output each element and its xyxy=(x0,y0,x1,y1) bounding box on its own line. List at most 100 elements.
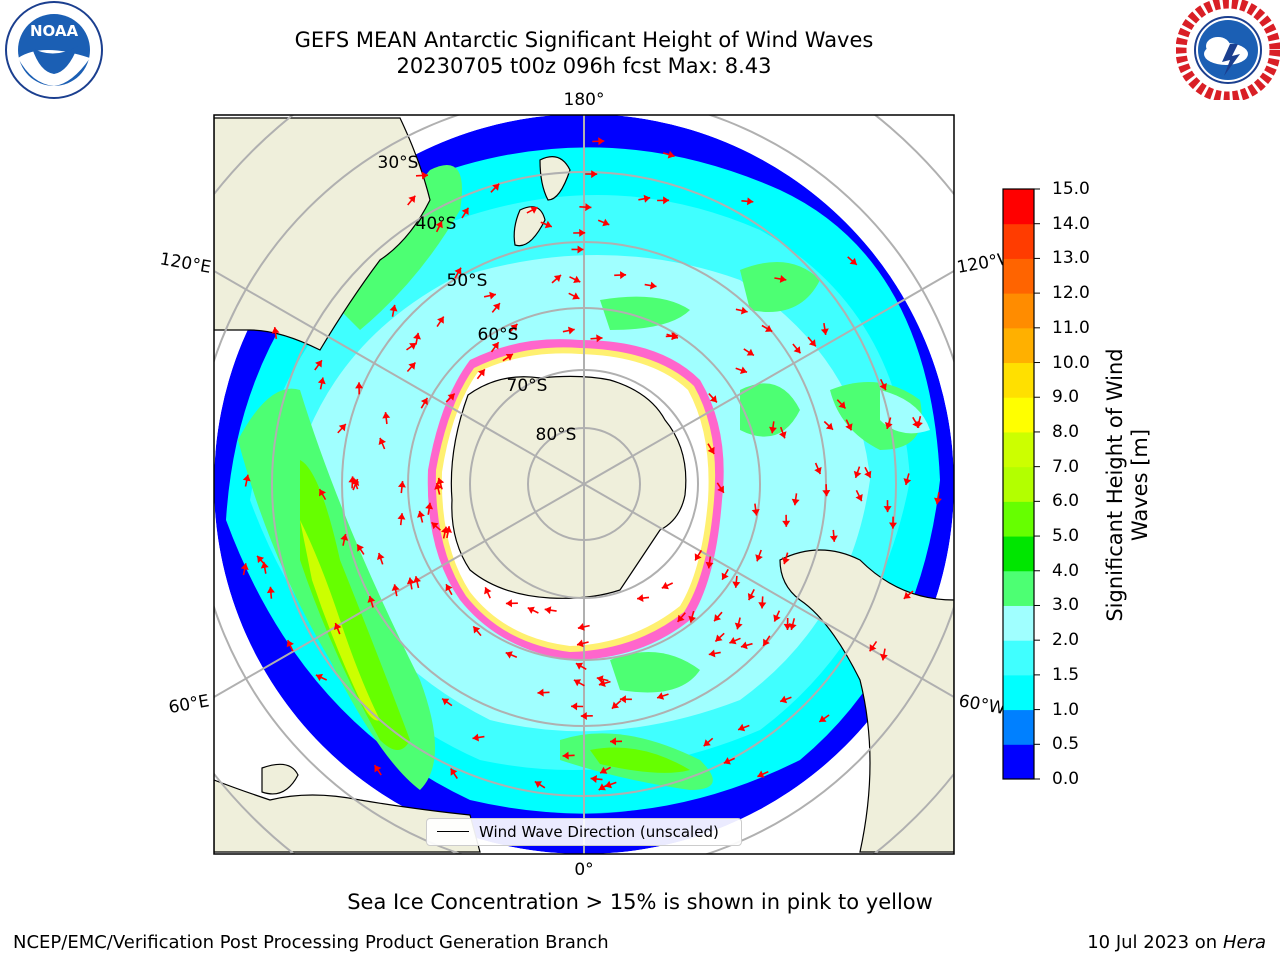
lat-label-40s: 40°S xyxy=(416,214,457,234)
wave-arrow-head xyxy=(620,271,627,280)
wave-arrow-head xyxy=(903,478,912,485)
colorbar-tick-label: 10.0 xyxy=(1052,352,1090,373)
wave-arrow-head xyxy=(740,641,748,650)
wave-arrow-head xyxy=(747,197,754,206)
wave-arrow-head xyxy=(883,506,892,513)
land-masses xyxy=(214,117,954,853)
colorbar-tick-label: 0.0 xyxy=(1052,769,1080,789)
wave-arrow-head xyxy=(421,171,428,180)
wave-arrow-head xyxy=(315,673,323,682)
wave-arrow-head xyxy=(637,594,644,602)
colorbar-segment xyxy=(1003,362,1034,398)
wave-arrow-head xyxy=(849,257,857,265)
wave-arrow-head xyxy=(598,783,606,791)
colorbar-tick-label: 9.0 xyxy=(1052,387,1080,408)
wave-arrow-head xyxy=(333,623,342,630)
wave-arrow-head xyxy=(782,557,790,565)
wave-arrow-head xyxy=(450,768,458,776)
lat-label-50s: 50°S xyxy=(447,271,488,291)
wave-arrow-head xyxy=(266,586,275,594)
wave-arrow-head xyxy=(864,470,872,478)
wave-arrow-head xyxy=(751,509,760,516)
wave-arrow-head xyxy=(409,343,417,350)
noaa-logo-text: NOAA xyxy=(30,22,79,40)
wave-arrow-head xyxy=(397,513,406,520)
wave-arrow-head xyxy=(408,195,416,203)
wave-arrow-head xyxy=(779,275,787,283)
legend-line-swatch xyxy=(437,831,469,832)
wave-arrow-head xyxy=(338,424,346,432)
wave-arrow-head xyxy=(382,412,391,419)
wave-arrow-head xyxy=(367,596,376,603)
wave-arrow-head xyxy=(436,477,445,485)
wave-arrow-head xyxy=(757,770,765,778)
wave-arrow-head xyxy=(793,346,801,354)
wave-arrow-head xyxy=(573,679,582,687)
colorbar-tick-label: 8.0 xyxy=(1052,421,1080,442)
noaa-logo-icon: NOAA xyxy=(5,1,103,99)
wave-arrow-head xyxy=(769,426,777,434)
colorbar-segment xyxy=(1003,536,1034,572)
wave-arrow-head xyxy=(879,653,888,661)
wave-arrow-head xyxy=(572,292,580,300)
wave-arrow-head xyxy=(493,303,500,311)
wave-arrow-head xyxy=(677,614,685,622)
lat-label-70s: 70°S xyxy=(507,376,548,396)
colorbar-tick-label: 15.0 xyxy=(1052,179,1090,199)
wave-arrow-head xyxy=(705,561,714,569)
colorbar-segment xyxy=(1003,258,1034,294)
wave-arrow-head xyxy=(763,638,770,646)
wave-arrow-head xyxy=(431,522,439,530)
colorbar-tick-label: 12.0 xyxy=(1052,283,1090,304)
wave-arrow-head xyxy=(808,339,816,347)
wave-arrow-head xyxy=(596,334,603,343)
wave-arrow-head xyxy=(820,328,829,335)
lat-label-30s: 30°S xyxy=(378,153,419,173)
lon-label-upper-left: 120°E xyxy=(158,249,212,278)
colorbar-tick-label: 1.0 xyxy=(1052,699,1080,720)
wave-arrow-head xyxy=(879,383,887,391)
wave-arrow-head xyxy=(715,634,723,642)
wave-arrow-head xyxy=(413,332,421,340)
footer-date-text: 10 Jul 2023 on xyxy=(1087,932,1218,953)
footer-branch: NCEP/EMC/Verification Post Processing Pr… xyxy=(13,932,609,953)
colorbar-title-line1: Significant Height of Wind xyxy=(1103,348,1127,622)
map-legend: Wind Wave Direction (unscaled) xyxy=(426,818,742,846)
wave-arrow-head xyxy=(562,751,569,760)
wave-arrow-head xyxy=(445,584,453,592)
wave-arrow-head xyxy=(377,553,385,560)
wave-arrow-head xyxy=(425,502,434,510)
colorbar-tick-label: 4.0 xyxy=(1052,560,1080,581)
wave-arrow-head xyxy=(734,622,743,630)
chart-title: GEFS MEAN Antarctic Significant Height o… xyxy=(294,28,874,52)
wave-arrow-head xyxy=(242,474,251,482)
colorbar-tick-label: 1.5 xyxy=(1052,664,1080,685)
lon-label-top: 180° xyxy=(564,90,605,110)
wave-arrow-head xyxy=(590,775,597,783)
wave-arrow-head xyxy=(534,781,542,788)
wave-arrow-head xyxy=(527,606,535,614)
wave-arrow-head xyxy=(505,651,513,659)
wave-arrow-head xyxy=(732,581,741,588)
colorbar-tick-label: 7.0 xyxy=(1052,456,1080,477)
wave-arrow-head xyxy=(355,382,364,389)
wave-arrow-head xyxy=(694,553,702,561)
wave-arrow-head xyxy=(447,393,455,401)
wave-arrow-head xyxy=(838,401,846,409)
wave-arrow-head xyxy=(779,431,787,439)
wave-arrow-head xyxy=(650,281,657,290)
chart-subtitle: 20230705 t00z 096h fcst Max: 8.43 xyxy=(396,54,772,78)
wave-arrow-head xyxy=(780,695,788,704)
wave-arrow-head xyxy=(643,194,651,203)
footer-host: Hera xyxy=(1222,932,1266,953)
colorbar-segment xyxy=(1003,744,1034,780)
wave-arrow-head xyxy=(340,534,349,541)
wave-arrow-head xyxy=(489,291,496,300)
wave-arrow-head xyxy=(740,366,747,374)
wave-arrow-head xyxy=(721,572,729,580)
wave-arrow-head xyxy=(591,170,598,179)
colorbar-segment xyxy=(1003,293,1034,329)
wave-arrow-head xyxy=(577,623,585,631)
wave-arrow-head xyxy=(723,757,731,765)
wave-arrow-head xyxy=(492,183,500,191)
